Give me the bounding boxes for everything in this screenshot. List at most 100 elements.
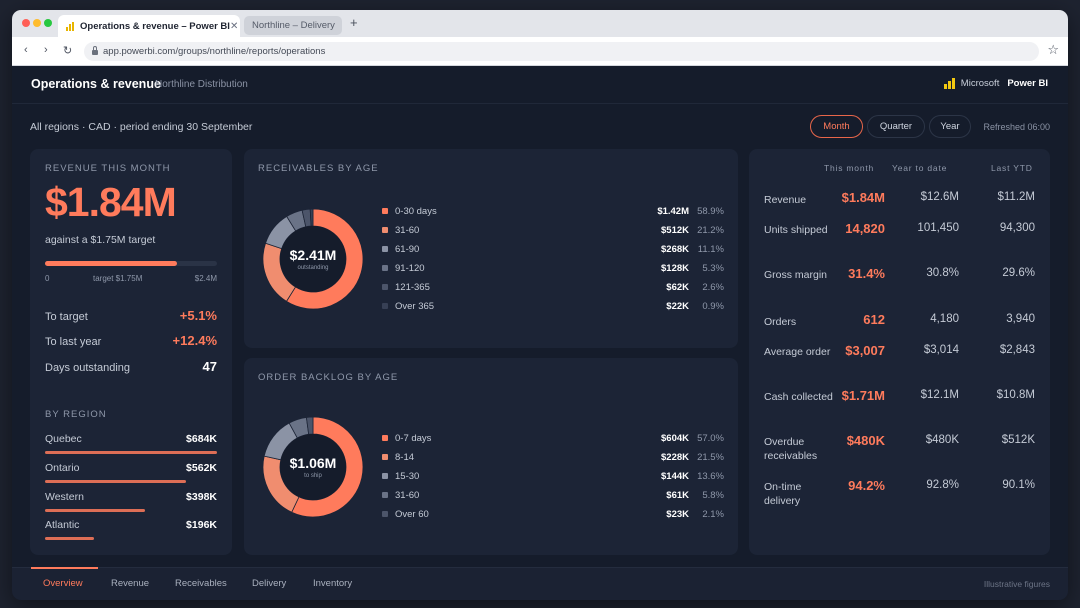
table-cell-cur: $480K [846,433,885,448]
legend-row[interactable]: 8-14 $228K 21.5% [382,450,738,464]
revenue-card: Revenue this month $1.84M against a $1.7… [30,149,232,555]
new-tab-button[interactable]: + [350,15,358,30]
legend-percent: 13.6% [697,470,724,482]
legend-row[interactable]: 15-30 $144K 13.6% [382,469,738,483]
table-cell-ytd: $12.6M [920,191,959,203]
region-row-western[interactable]: Western $398K [45,491,217,512]
comparison-table-card: This month Year to date Last YTD Revenue… [749,149,1050,555]
minimize-window-button[interactable] [33,19,41,27]
legend-label: 15-30 [395,470,420,482]
tab-delivery[interactable]: Delivery [252,578,287,589]
progress-max-label: $2.4M [194,274,217,283]
table-row-label: Revenue [764,194,807,206]
legend-percent: 0.9% [702,300,724,312]
tab-overview[interactable]: Overview [43,578,83,589]
table-cell-ytd: 92.8% [926,479,959,491]
legend-row[interactable]: 0-30 days $1.42M 58.9% [382,204,738,218]
url-field[interactable]: app.powerbi.com/groups/northline/reports… [84,42,1039,61]
region-name: Atlantic [45,519,80,531]
table-cell-last: $2,843 [999,344,1035,356]
legend-swatch [382,454,388,460]
legend-label: 31-60 [395,489,420,501]
stat-value: +5.1% [179,308,217,323]
legend-row[interactable]: Over 365 $22K 0.9% [382,299,738,313]
legend-swatch [382,265,388,271]
legend-row[interactable]: 31-60 $61K 5.8% [382,488,738,502]
legend-percent: 2.1% [702,508,724,520]
legend-row[interactable]: 31-60 $512K 21.2% [382,223,738,237]
forward-icon[interactable]: › [44,44,48,56]
region-name: Western [45,491,84,503]
close-tab-icon[interactable]: ✕ [229,20,239,32]
table-cell-ytd: 4,180 [930,313,959,325]
legend-label: 8-14 [395,451,415,463]
region-name: Ontario [45,462,80,474]
back-icon[interactable]: ‹ [24,44,28,56]
legend-swatch [382,511,388,517]
receivables-total: $2.41M [289,247,337,263]
backlog-donut: $1.06M to ship [262,416,364,518]
browser-window: Operations & revenue – Power BI ✕ Northl… [12,10,1068,600]
revenue-target-text: against a $1.75M target [45,234,156,246]
region-bar [45,537,95,540]
period-month-button[interactable]: Month [810,115,863,138]
receivables-donut: $2.41M outstanding [262,208,364,310]
brand-product: Power BI [1007,78,1048,89]
table-cell-ytd: $3,014 [923,344,959,356]
table-cell-ytd: 101,450 [917,222,959,234]
browser-tab-title: Operations & revenue – Power BI [80,20,230,32]
region-bar [45,451,217,454]
table-row-label: On-time delivery [764,481,802,507]
refreshed-timestamp: Refreshed 06:00 [983,122,1050,132]
table-cell-ytd: $480K [925,434,959,446]
active-tab-indicator [31,567,98,569]
legend-row[interactable]: 121-365 $62K 2.6% [382,280,738,294]
region-value: $398K [186,491,217,503]
table-row-label: Units shipped [764,224,828,236]
region-row-ontario[interactable]: Ontario $562K [45,462,217,483]
period-quarter-button[interactable]: Quarter [867,115,925,138]
legend-amount: $1.42M [657,205,689,217]
period-year-button[interactable]: Year [929,115,971,138]
legend-row[interactable]: Over 60 $23K 2.1% [382,507,738,521]
region-bar [45,480,187,483]
stat-to-target: To target +5.1% [45,308,217,323]
region-value: $196K [186,519,217,531]
legend-row[interactable]: 61-90 $268K 11.1% [382,242,738,256]
stat-label: Days outstanding [45,362,130,374]
bookmark-star-icon[interactable]: ☆ [1047,42,1059,57]
legend-percent: 5.3% [702,262,724,274]
legend-swatch [382,435,388,441]
table-cell-last: $10.8M [996,389,1035,401]
powerbi-icon [66,21,74,31]
legend-row[interactable]: 91-120 $128K 5.3% [382,261,738,275]
revenue-value: $1.84M [45,179,177,225]
table-cell-cur: 612 [863,312,885,327]
legend-row[interactable]: 0-7 days $604K 57.0% [382,431,738,445]
revenue-card-label: Revenue this month [45,163,171,174]
tab-revenue[interactable]: Revenue [111,578,150,589]
table-cell-last: $11.2M [997,191,1035,203]
legend-amount: $268K [661,243,689,255]
lock-icon [92,46,98,55]
region-row-quebec[interactable]: Quebec $684K [45,433,217,454]
browser-tab-delivery[interactable]: Northline – Delivery [244,16,342,35]
tab-receivables[interactable]: Receivables [175,578,227,589]
tab-inventory[interactable]: Inventory [313,578,353,589]
maximize-window-button[interactable] [44,19,52,27]
receivables-card-label: Receivables by age [258,163,379,174]
legend-amount: $604K [661,432,689,444]
backlog-card-label: Order backlog by age [258,372,399,383]
stat-value: 47 [202,359,217,374]
table-cell-last: 29.6% [1002,267,1035,279]
progress-target-label: target $1.75M [93,274,143,283]
region-row-atlantic[interactable]: Atlantic $196K [45,519,217,540]
browser-tab-operations[interactable]: Operations & revenue – Power BI ✕ [58,15,240,37]
close-window-button[interactable] [22,19,30,27]
table-row-label: Overdue receivables [764,436,818,462]
legend-label: 0-30 days [395,205,437,217]
backlog-total: $1.06M [289,455,337,471]
browser-tab-bar: Operations & revenue – Power BI ✕ Northl… [12,10,1068,37]
reload-icon[interactable]: ↻ [63,45,73,57]
table-cell-cur: $1.71M [841,388,885,403]
